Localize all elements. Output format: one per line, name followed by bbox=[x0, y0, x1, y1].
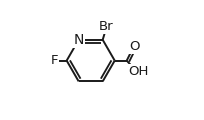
Text: F: F bbox=[51, 54, 58, 67]
Text: OH: OH bbox=[128, 65, 149, 78]
Text: O: O bbox=[129, 40, 139, 53]
Text: Br: Br bbox=[99, 20, 114, 33]
Text: N: N bbox=[73, 33, 84, 47]
